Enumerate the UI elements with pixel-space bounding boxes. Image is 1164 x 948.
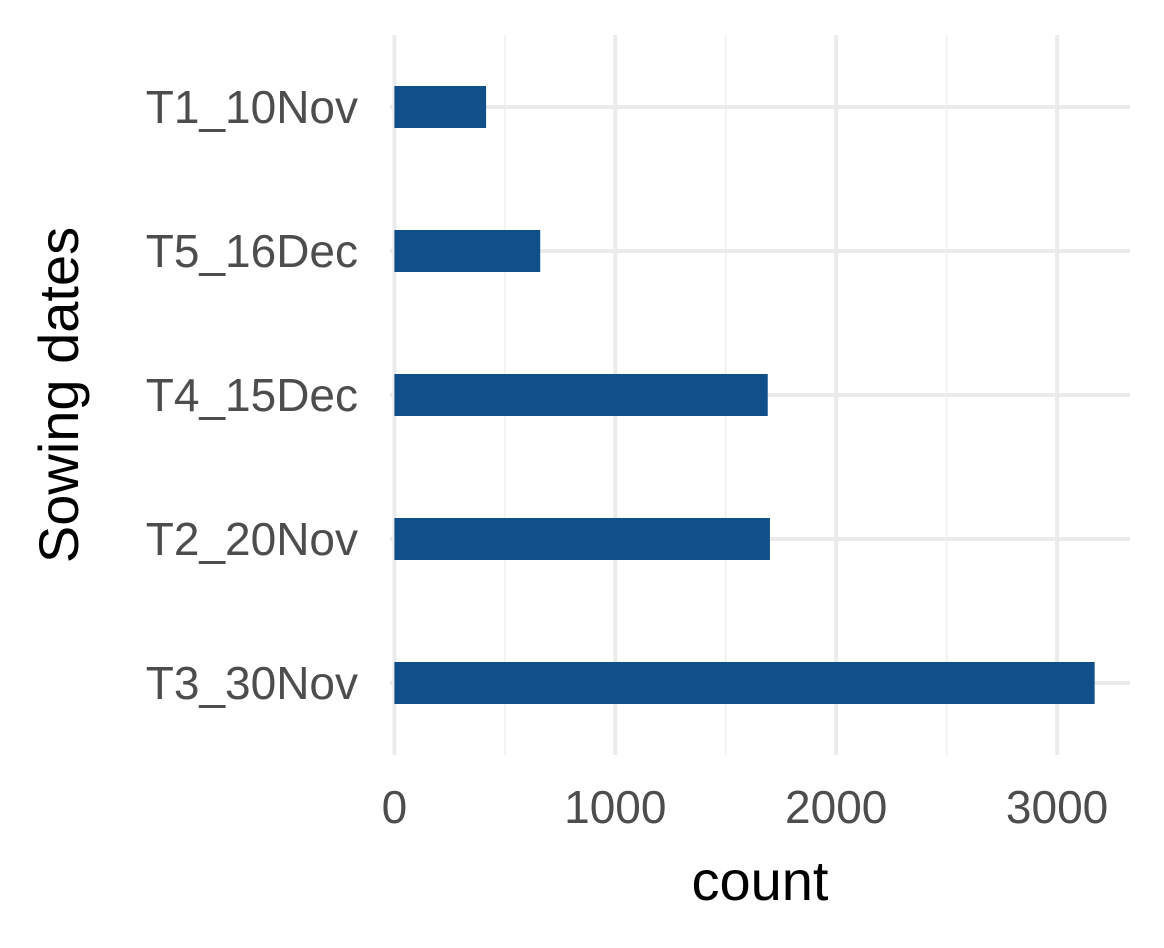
bar-T3_30Nov	[394, 662, 1095, 704]
y-tick-label: T4_15Dec	[146, 369, 358, 421]
x-tick-label: 0	[382, 781, 408, 833]
y-tick-label: T5_16Dec	[146, 225, 358, 277]
bar-T4_15Dec	[394, 374, 768, 416]
x-axis-title: count	[692, 849, 829, 912]
y-tick-labels: T1_10Nov T5_16Dec T4_15Dec T2_20Nov T3_30Nov	[146, 81, 358, 709]
bar-T2_20Nov	[394, 518, 770, 560]
x-tick-label: 3000	[1006, 781, 1108, 833]
y-tick-label: T2_20Nov	[146, 513, 358, 565]
bars	[394, 86, 1095, 704]
y-tick-label: T1_10Nov	[146, 81, 358, 133]
x-tick-label: 1000	[564, 781, 666, 833]
x-tick-label: 2000	[785, 781, 887, 833]
bar-T5_16Dec	[394, 230, 541, 272]
y-tick-label: T3_30Nov	[146, 657, 358, 709]
x-tick-labels: 0 1000 2000 3000	[382, 781, 1109, 833]
bar-T1_10Nov	[394, 86, 487, 128]
y-axis-title: Sowing dates	[27, 227, 90, 563]
